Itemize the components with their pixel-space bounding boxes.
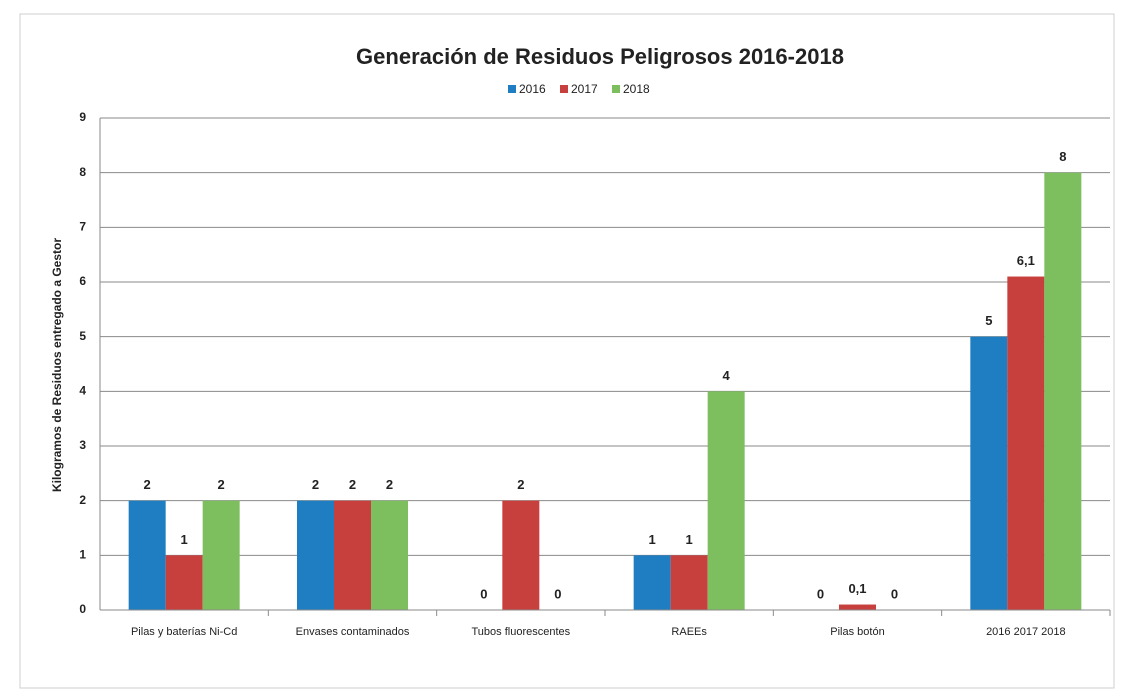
- data-label: 2: [312, 477, 319, 492]
- bar: [707, 391, 745, 610]
- x-tick-label: Pilas y baterías Ni-Cd: [131, 626, 237, 638]
- bar: [165, 555, 203, 610]
- legend-swatch: [560, 85, 568, 93]
- legend-label: 2016: [519, 82, 546, 96]
- legend-swatch: [508, 85, 516, 93]
- bar: [502, 500, 540, 610]
- data-label: 8: [1059, 149, 1066, 164]
- bar: [371, 500, 408, 610]
- data-label: 0: [891, 586, 898, 601]
- data-label: 4: [723, 368, 731, 383]
- data-label: 0: [554, 586, 561, 601]
- data-label: 2: [386, 477, 393, 492]
- x-tick-label: Tubos fluorescentes: [472, 626, 571, 638]
- x-tick-label: RAEEs: [671, 626, 707, 638]
- bar: [334, 500, 371, 610]
- y-tick-label: 7: [79, 220, 86, 234]
- y-tick-label: 8: [79, 165, 86, 179]
- data-label: 0: [480, 586, 487, 601]
- data-label: 2: [144, 477, 151, 492]
- y-tick-label: 0: [79, 602, 86, 616]
- y-tick-label: 3: [79, 438, 86, 452]
- data-label: 1: [649, 532, 656, 547]
- bar: [670, 555, 708, 610]
- data-label: 0,1: [848, 581, 866, 596]
- bar: [297, 500, 334, 610]
- data-label: 5: [985, 313, 992, 328]
- x-tick-label: Envases contaminados: [296, 626, 410, 638]
- y-axis-label: Kilogramos de Residuos entregado a Gesto…: [50, 238, 64, 492]
- chart-title: Generación de Residuos Peligrosos 2016-2…: [356, 44, 844, 69]
- data-label: 1: [181, 532, 188, 547]
- y-tick-label: 4: [79, 384, 86, 398]
- data-label: 1: [686, 532, 693, 547]
- bar: [839, 604, 876, 610]
- y-tick-label: 5: [79, 329, 86, 343]
- data-label: 2: [517, 477, 524, 492]
- data-label: 6,1: [1017, 253, 1035, 268]
- y-tick-label: 2: [79, 493, 86, 507]
- bar: [633, 555, 671, 610]
- x-tick-label: Pilas botón: [830, 626, 884, 638]
- bar: [970, 336, 1008, 610]
- data-label: 0: [817, 586, 824, 601]
- bar: [202, 500, 240, 610]
- data-label: 2: [349, 477, 356, 492]
- x-tick-label: 2016 2017 2018: [986, 626, 1066, 638]
- y-tick-label: 6: [79, 274, 86, 288]
- y-tick-label: 9: [79, 110, 86, 124]
- legend-label: 2017: [571, 82, 598, 96]
- bar: [1007, 276, 1045, 610]
- legend-swatch: [612, 85, 620, 93]
- legend-label: 2018: [623, 82, 650, 96]
- bar: [1044, 172, 1082, 610]
- y-tick-label: 1: [79, 548, 86, 562]
- bar: [128, 500, 166, 610]
- data-label: 2: [218, 477, 225, 492]
